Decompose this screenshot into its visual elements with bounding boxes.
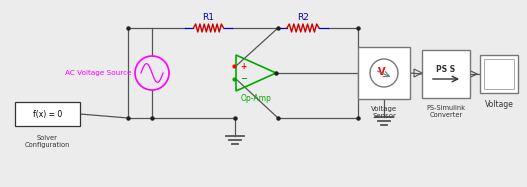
Text: f(x) = 0: f(x) = 0 xyxy=(33,110,62,119)
Text: Op-Amp: Op-Amp xyxy=(240,94,271,102)
Text: R2: R2 xyxy=(297,13,309,22)
FancyBboxPatch shape xyxy=(480,55,518,93)
Text: R1: R1 xyxy=(202,13,214,22)
Text: Voltage: Voltage xyxy=(484,100,513,109)
Text: Voltage
Sensor: Voltage Sensor xyxy=(371,106,397,119)
Text: −: − xyxy=(240,74,247,84)
FancyBboxPatch shape xyxy=(15,102,80,126)
Text: +: + xyxy=(240,62,246,70)
FancyBboxPatch shape xyxy=(422,50,470,98)
Text: PS-Simulink
Converter: PS-Simulink Converter xyxy=(426,105,465,118)
Text: Solver
Configuration: Solver Configuration xyxy=(25,135,70,148)
Text: AC Voltage Source: AC Voltage Source xyxy=(65,70,132,76)
Text: V: V xyxy=(378,67,386,77)
Text: PS S: PS S xyxy=(436,65,455,73)
FancyBboxPatch shape xyxy=(358,47,410,99)
